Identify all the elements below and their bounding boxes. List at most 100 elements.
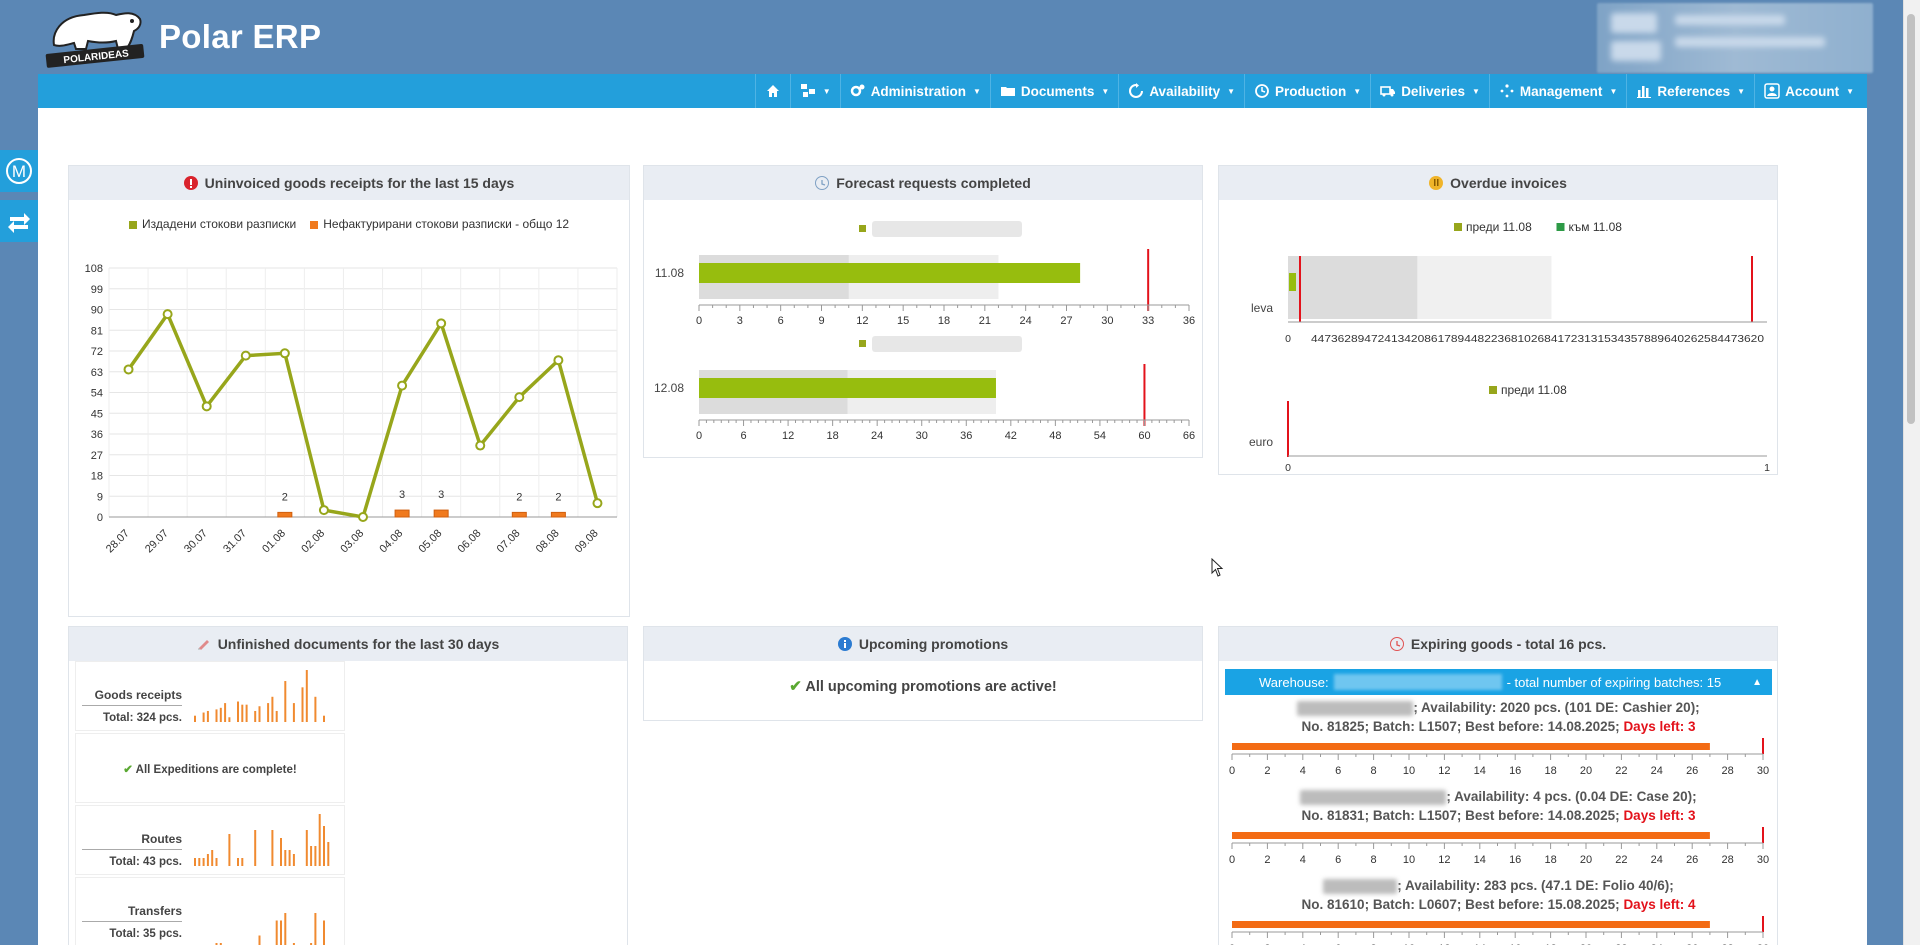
sparkline-bar: [292, 854, 295, 866]
x-tick-label: 0: [696, 430, 702, 442]
x-tick-label: 36: [1183, 315, 1195, 327]
nav-production[interactable]: Production ▼: [1244, 74, 1370, 108]
legend-swatch: [859, 225, 866, 232]
days-left: Days left: 4: [1623, 897, 1696, 912]
expiring-item-line1: ; Availability: 4 pcs. (0.04 DE: Case 20…: [1225, 789, 1772, 805]
legend-item[interactable]: Нефактурирани стокови разписки - общо 12: [310, 217, 569, 231]
legend-swatch: [1489, 386, 1497, 394]
y-tick-label: 45: [91, 408, 103, 420]
sparkline-bar: [301, 687, 304, 722]
x-tick-label: 28: [1721, 943, 1733, 945]
x-tick-label: 12: [1438, 943, 1450, 945]
document-row[interactable]: Routes Total: 43 pcs.: [75, 805, 345, 875]
category-label: leva: [1251, 301, 1273, 315]
x-tick-label: 08.08: [534, 527, 562, 555]
y-tick-label: 27: [91, 450, 103, 462]
caret-down-icon: ▼: [1353, 86, 1362, 96]
line-point: [162, 309, 173, 320]
x-tick-label: 10: [1403, 854, 1415, 866]
expiring-list: ; Availability: 2020 pcs. (101 DE: Cashi…: [1225, 695, 1772, 945]
sparkline-bar: [241, 704, 244, 722]
warehouse-accordion-header[interactable]: Warehouse: - total number of expiring ba…: [1225, 669, 1772, 695]
x-tick-label: 8: [1371, 765, 1377, 777]
chevron-up-icon[interactable]: ▲: [1752, 676, 1762, 688]
x-tick-label: 04.08: [377, 527, 405, 555]
side-menu-button[interactable]: M: [0, 150, 38, 192]
x-tick-label: 9: [818, 315, 824, 327]
category-label: 11.08: [655, 266, 684, 280]
nav-management[interactable]: Management ▼: [1488, 74, 1626, 108]
expiry-clock-icon: [1389, 637, 1404, 651]
sparkline-bar: [305, 670, 308, 722]
sparkline-bar: [241, 858, 244, 866]
document-row[interactable]: Goods receipts Total: 324 pcs.: [75, 661, 345, 731]
x-tick-label: 07.08: [495, 527, 523, 555]
expeditions-row[interactable]: ✔ All Expeditions are complete!: [75, 733, 345, 803]
nav-home[interactable]: [754, 74, 790, 108]
x-tick-label: 66: [1183, 430, 1195, 442]
sparkline-bar: [271, 830, 274, 866]
nav-account[interactable]: Account ▼: [1754, 74, 1863, 108]
warehouse-suffix: - total number of expiring batches: 15: [1506, 674, 1722, 690]
nav-documents[interactable]: Documents ▼: [989, 74, 1118, 108]
x-tick-label: 10: [1403, 943, 1415, 945]
legend-swatch: [859, 340, 866, 347]
nav-references[interactable]: References ▼: [1626, 74, 1754, 108]
x-tick-label: 12: [1438, 854, 1450, 866]
legend-label: преди 11.08: [1466, 220, 1532, 234]
bar-chart-icon: [1637, 86, 1652, 98]
forecast-bar: [699, 263, 1081, 283]
product-name-blurred: [1297, 700, 1414, 716]
user-icon: [1764, 83, 1780, 99]
x-tick-label: 30.07: [182, 527, 210, 555]
document-row[interactable]: Transfers Total: 35 pcs.: [75, 877, 345, 945]
expiring-item-line2: No. 81825; Batch: L1507; Best before: 14…: [1225, 719, 1772, 734]
x-tick-label: 14: [1474, 854, 1486, 866]
x-tick-label: 12: [782, 430, 794, 442]
bar: [511, 511, 527, 518]
line-point: [358, 512, 368, 522]
sparkline-bar: [310, 846, 313, 866]
x-tick-label: 42: [1005, 430, 1017, 442]
sparkline-bar: [267, 703, 270, 722]
x-tick-label: 20: [1580, 765, 1592, 777]
nav-administration[interactable]: Administration ▼: [839, 74, 990, 108]
page-scrollbar-thumb[interactable]: [1907, 14, 1915, 424]
line-point: [592, 498, 603, 509]
legend-swatch: [1556, 223, 1565, 231]
x-tick-label: 6: [778, 315, 784, 327]
side-switch-button[interactable]: [0, 200, 38, 242]
sparkline-bar: [254, 710, 257, 722]
y-tick-label: 99: [91, 284, 103, 296]
document-total: Total: 43 pcs.: [109, 856, 182, 868]
line-point: [279, 348, 290, 359]
line-point: [240, 350, 251, 361]
x-tick-label: 24: [1651, 854, 1663, 866]
sparkline-bar: [194, 858, 196, 866]
uninvoiced-panel-title: Uninvoiced goods receipts for the last 1…: [204, 175, 515, 191]
document-label: Routes: [82, 832, 182, 850]
warehouse-name-blurred: [1333, 674, 1502, 690]
nav-deliveries[interactable]: Deliveries ▼: [1370, 74, 1489, 108]
x-tick-label: 20: [1580, 943, 1592, 945]
polar-bear-logo[interactable]: POLARIDEAS: [44, 5, 149, 69]
sparkline-bar: [310, 943, 313, 945]
expiring-panel-title: Expiring goods - total 16 pcs.: [1410, 636, 1607, 652]
x-tick-label: 26: [1686, 854, 1698, 866]
x-tick-label: 6: [1335, 943, 1341, 945]
sparkline-bar: [318, 814, 321, 866]
x-tick-label: 30: [1757, 765, 1769, 777]
x-tick-label: 1: [1764, 462, 1770, 474]
x-tick-label: 4: [1300, 765, 1306, 777]
legend-item[interactable]: Издадени стокови разписки: [129, 217, 296, 231]
pencil-icon: [197, 636, 211, 653]
sparkline-bar: [258, 706, 261, 722]
nav-availability[interactable]: Availability ▼: [1118, 74, 1244, 108]
sparkline-bar: [206, 710, 209, 722]
x-tick-label: 16: [1509, 854, 1521, 866]
nav-sitemap[interactable]: ▼: [789, 74, 840, 108]
x-tick-label: 0: [1229, 943, 1235, 945]
expiry-bar: [1232, 743, 1710, 750]
x-tick-label: 24: [1651, 943, 1663, 945]
